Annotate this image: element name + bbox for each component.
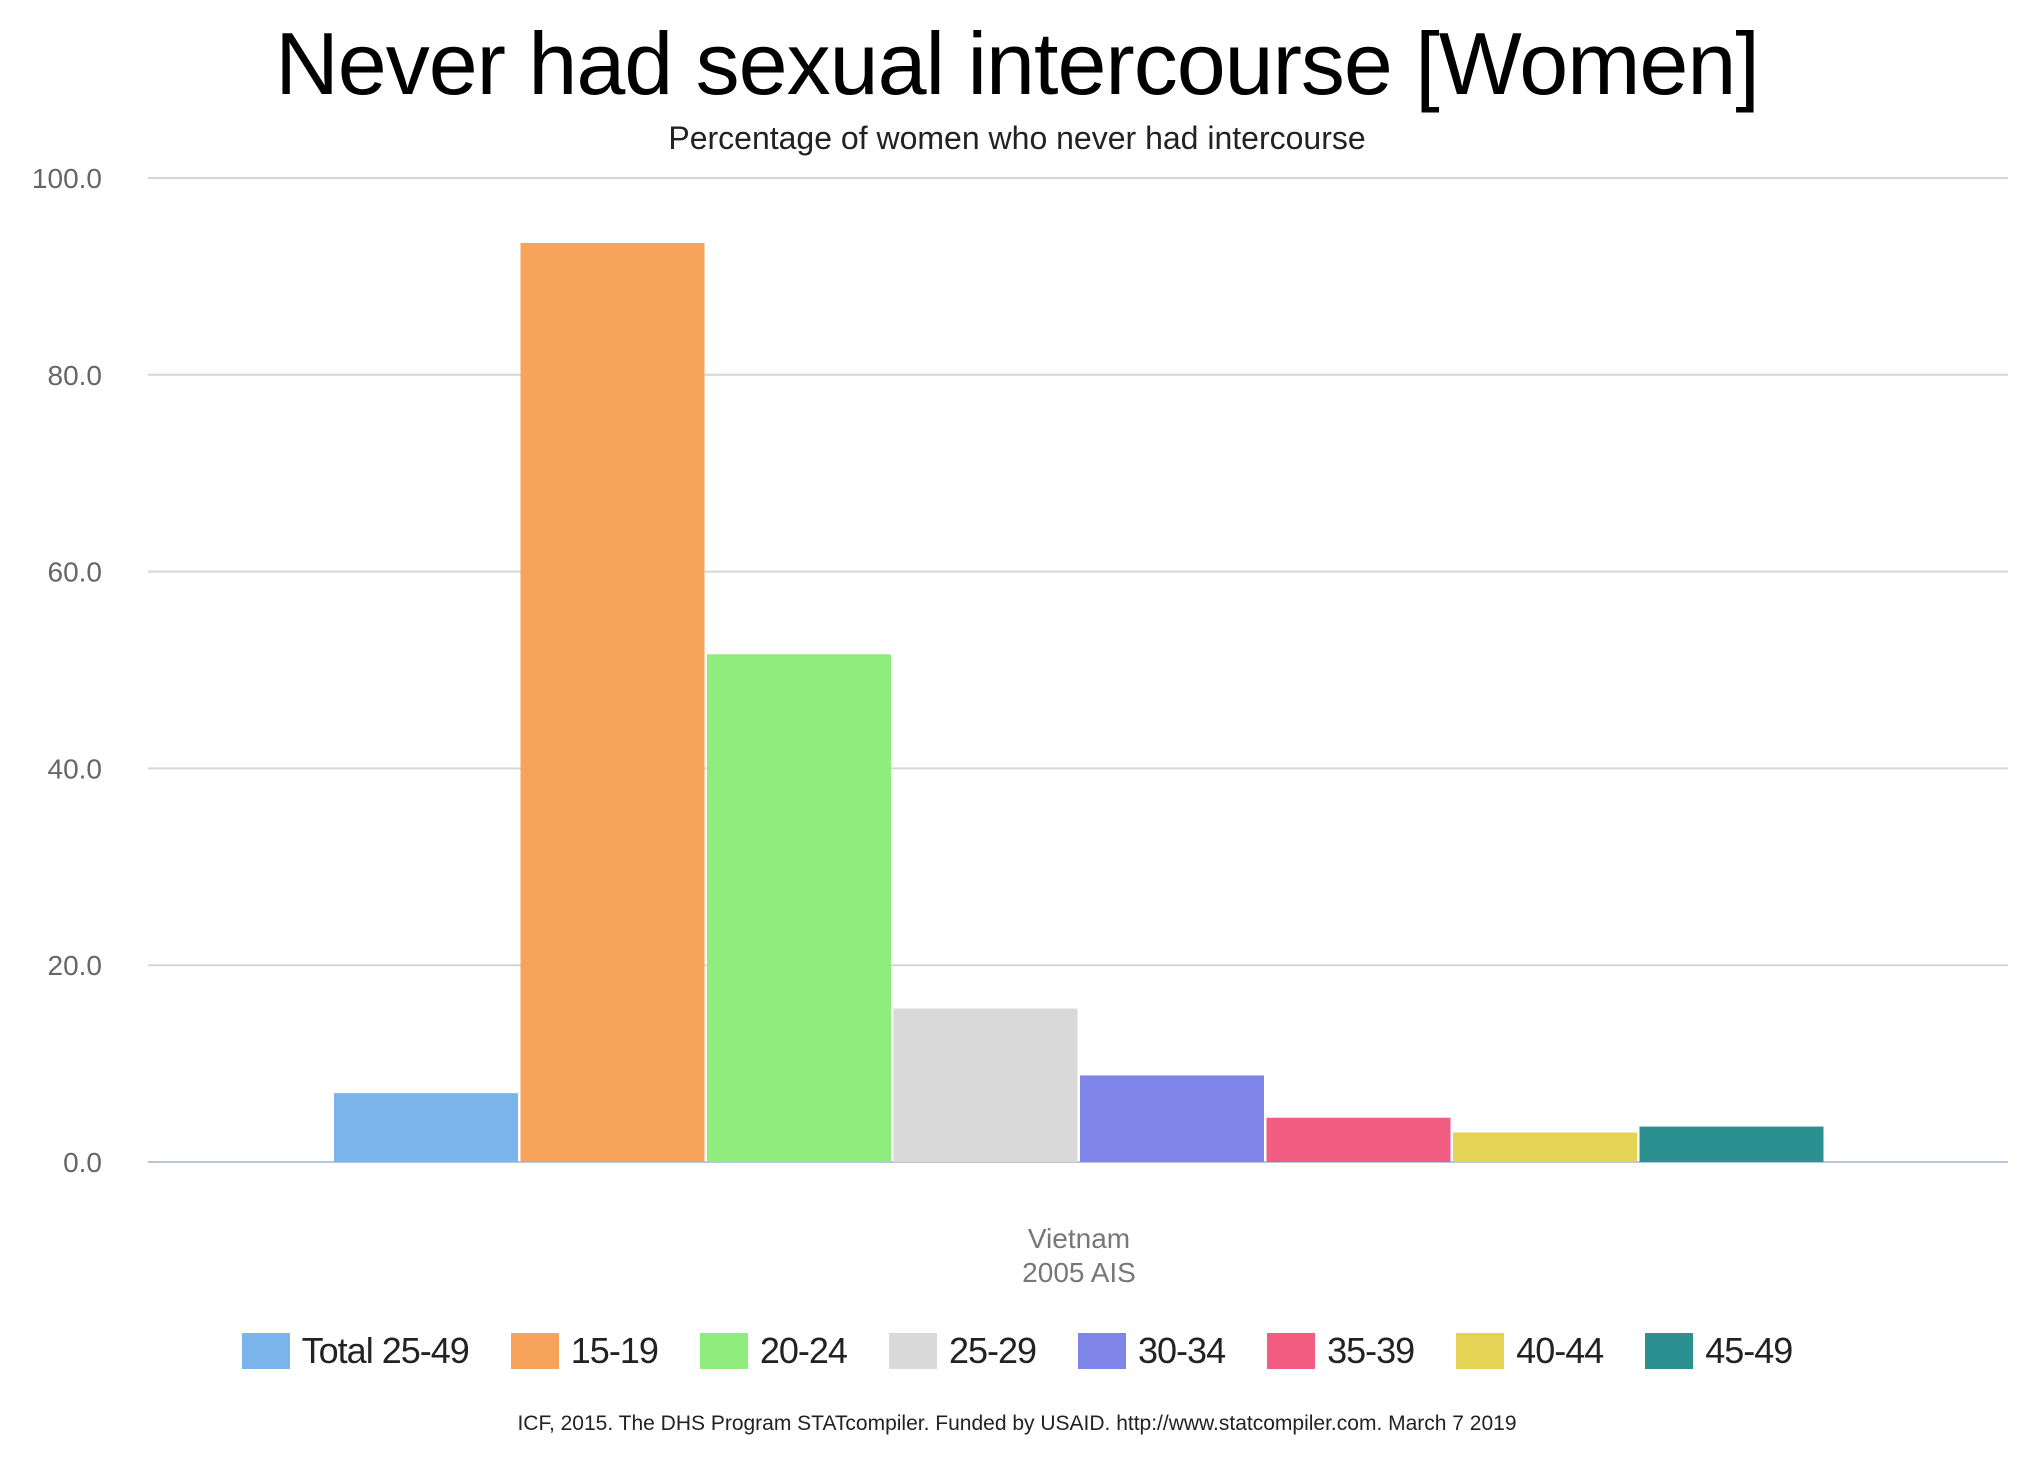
legend-item[interactable]: 40-44 (1456, 1330, 1604, 1372)
legend-item[interactable]: 45-49 (1645, 1330, 1793, 1372)
legend-item[interactable]: 20-24 (699, 1330, 848, 1372)
bar-15-19 (520, 242, 705, 1163)
legend-label: Total 25-49 (301, 1330, 470, 1371)
legend-label: 30-34 (1138, 1330, 1226, 1371)
legend-swatch (699, 1333, 748, 1369)
legend-swatch (1645, 1333, 1694, 1369)
bar-25-29 (893, 1008, 1078, 1162)
bar-30-34 (1080, 1075, 1264, 1162)
bars (334, 242, 1824, 1163)
bar-total-25-49 (334, 1093, 518, 1162)
bar-20-24 (707, 654, 891, 1162)
y-tick-label: 20.0 (48, 950, 103, 981)
legend-item[interactable]: 35-39 (1267, 1330, 1415, 1372)
legend-swatch (888, 1333, 937, 1369)
legend-item[interactable]: 30-34 (1078, 1330, 1226, 1372)
legend-swatch (510, 1333, 559, 1369)
y-tick-label: 60.0 (48, 557, 103, 588)
bar-35-39 (1266, 1117, 1451, 1162)
y-tick-label: 100.0 (32, 163, 102, 194)
legend-swatch (1456, 1333, 1505, 1369)
y-tick-label: 80.0 (48, 360, 103, 391)
y-tick-label: 0.0 (63, 1147, 102, 1178)
legend-item[interactable]: Total 25-49 (241, 1330, 470, 1372)
x-category-label: 2005 AIS (1022, 1257, 1136, 1288)
gridlines (148, 177, 2008, 1163)
y-axis-ticks: 0.0 20.0 40.0 60.0 80.0 100.0 (32, 163, 102, 1178)
chart-title: Never had sexual intercourse [Women] (275, 14, 1760, 113)
legend-swatch (1078, 1333, 1127, 1369)
legend-label: 45-49 (1705, 1330, 1793, 1371)
legend-item[interactable]: 25-29 (888, 1330, 1037, 1372)
legend-swatch (1267, 1333, 1316, 1369)
x-category-label: Vietnam (1028, 1223, 1130, 1254)
bar-45-49 (1639, 1126, 1824, 1162)
legend-label: 35-39 (1327, 1330, 1415, 1371)
chart-footer: ICF, 2015. The DHS Program STATcompiler.… (517, 1412, 1517, 1435)
legend-swatch (241, 1333, 290, 1369)
legend-label: 20-24 (759, 1330, 848, 1371)
legend-label: 25-29 (948, 1330, 1037, 1371)
legend-item[interactable]: 15-19 (510, 1330, 659, 1372)
legend-label: 15-19 (570, 1330, 659, 1371)
bar-40-44 (1453, 1132, 1637, 1162)
chart-subtitle: Percentage of women who never had interc… (668, 120, 1366, 156)
legend-label: 40-44 (1516, 1330, 1604, 1371)
legend: Total 25-49 15-19 20-24 25-29 30-34 35-39 40-4… (0, 1330, 2034, 1372)
y-tick-label: 40.0 (48, 753, 103, 784)
